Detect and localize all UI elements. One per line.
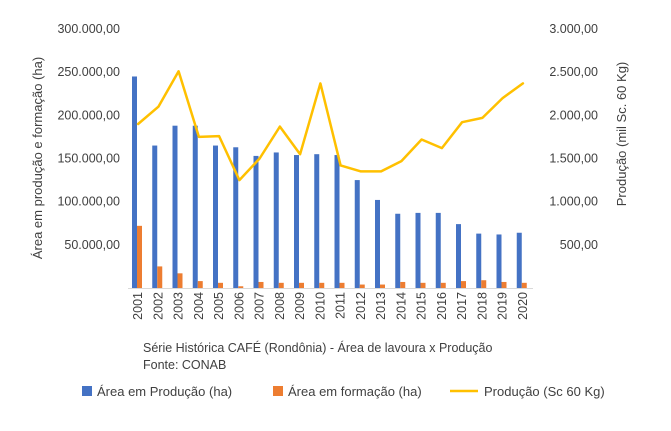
- x-tick-label-2004: 2004: [192, 292, 206, 320]
- bar-area-formacao-2001: [137, 225, 142, 288]
- legend-label-area-formacao: Área em formação (ha): [288, 384, 422, 399]
- chart-caption-source: Fonte: CONAB: [143, 358, 226, 372]
- left-axis-title: Área em produção e formação (ha): [30, 57, 45, 259]
- x-axis-ticks: 2001 2002 2003 2004 2005 2006 2007 2008 2009 2010…: [131, 292, 530, 320]
- left-tick-label: 200.000,00: [57, 108, 120, 122]
- left-tick-label: 250.000,00: [57, 65, 120, 79]
- right-tick-label: 2.000,00: [549, 108, 598, 122]
- right-tick-label: 3.000,00: [549, 22, 598, 36]
- bar-area-producao-2019: [496, 234, 502, 288]
- x-tick-label-2017: 2017: [455, 292, 469, 320]
- x-tick-label-2008: 2008: [273, 292, 287, 320]
- x-tick-label-2019: 2019: [496, 292, 510, 320]
- right-axis-title: Produção (mil Sc. 60 Kg): [614, 62, 629, 207]
- x-tick-label-2006: 2006: [232, 292, 246, 320]
- bar-area-formacao-2013: [380, 284, 385, 288]
- legend-swatch-area-formacao: [273, 386, 283, 396]
- bar-area-formacao-2002: [157, 266, 163, 288]
- left-tick-label: 150.000,00: [57, 152, 120, 166]
- bar-area-producao-2017: [456, 224, 461, 288]
- bar-area-formacao-2009: [299, 282, 304, 288]
- legend: Área em Produção (ha) Área em formação (…: [82, 384, 605, 399]
- bar-area-producao-2004: [192, 125, 198, 289]
- bar-area-formacao-2006: [238, 286, 244, 288]
- bar-area-producao-2006: [233, 147, 239, 288]
- x-tick-label-2016: 2016: [435, 292, 449, 320]
- x-tick-label-2018: 2018: [475, 292, 489, 320]
- bar-area-formacao-2018: [481, 280, 487, 288]
- bar-area-producao-2005: [213, 145, 218, 288]
- x-tick-label-2011: 2011: [334, 292, 348, 319]
- x-tick-label-2001: 2001: [131, 292, 145, 320]
- right-tick-label: 1.000,00: [549, 195, 598, 209]
- legend-label-producao: Produção (Sc 60 Kg): [484, 384, 605, 399]
- bar-area-formacao-2003: [177, 273, 183, 288]
- chart-caption-title: Série Histórica CAFÉ (Rondônia) - Área d…: [143, 340, 493, 355]
- bar-area-formacao-2005: [218, 282, 223, 288]
- plot-area: [128, 70, 533, 289]
- bar-area-formacao-2015: [420, 282, 426, 288]
- bar-area-formacao-2016: [440, 282, 446, 288]
- right-tick-label: 500,00: [560, 238, 598, 252]
- bar-area-formacao-2004: [197, 281, 203, 288]
- x-tick-label-2014: 2014: [394, 292, 408, 320]
- bar-area-producao-2016: [435, 212, 441, 288]
- legend-label-area-producao: Área em Produção (ha): [97, 384, 232, 399]
- right-tick-label: 1.500,00: [549, 152, 598, 166]
- left-tick-label: 50.000,00: [64, 238, 120, 252]
- bar-area-producao-2014: [395, 213, 401, 288]
- bar-area-formacao-2012: [359, 284, 365, 288]
- left-tick-label: 100.000,00: [57, 195, 120, 209]
- bar-area-formacao-2011: [339, 282, 345, 288]
- x-tick-label-2013: 2013: [374, 292, 388, 320]
- bar-area-producao-2013: [375, 199, 380, 288]
- x-tick-label-2012: 2012: [354, 292, 368, 320]
- x-tick-label-2020: 2020: [516, 292, 530, 320]
- x-tick-label-2009: 2009: [293, 292, 307, 320]
- legend-swatch-area-producao: [82, 386, 92, 396]
- bar-area-producao-2001: [132, 76, 137, 288]
- bar-area-formacao-2014: [400, 281, 406, 288]
- left-tick-label: 300.000,00: [57, 22, 120, 36]
- bar-area-producao-2020: [516, 232, 522, 288]
- bar-area-producao-2011: [334, 155, 340, 288]
- bar-area-producao-2018: [476, 233, 482, 288]
- bar-area-formacao-2019: [501, 281, 507, 288]
- bar-area-formacao-2010: [319, 282, 325, 288]
- x-tick-label-2005: 2005: [212, 292, 226, 320]
- bar-area-producao-2008: [273, 152, 279, 288]
- x-tick-label-2002: 2002: [151, 292, 165, 320]
- bar-area-producao-2010: [314, 154, 320, 288]
- right-axis-ticks: 500,00 1.000,00 1.500,00 2.000,00 2.500,00 3.…: [549, 22, 598, 252]
- bar-area-producao-2007: [253, 155, 259, 288]
- bar-area-formacao-2017: [461, 281, 466, 288]
- left-axis-ticks: 50.000,00 100.000,00 150.000,00 200.000,00 2…: [57, 22, 120, 252]
- bar-area-formacao-2008: [278, 282, 284, 288]
- bar-area-producao-2012: [354, 180, 360, 288]
- line-producao: [136, 70, 525, 182]
- x-tick-label-2007: 2007: [253, 292, 267, 320]
- bar-area-producao-2003: [172, 125, 178, 289]
- x-tick-label-2010: 2010: [313, 292, 327, 320]
- x-tick-label-2015: 2015: [415, 292, 429, 320]
- bar-area-producao-2015: [415, 212, 421, 288]
- right-tick-label: 2.500,00: [549, 65, 598, 79]
- x-tick-label-2003: 2003: [172, 292, 186, 320]
- bar-area-formacao-2007: [258, 281, 264, 288]
- bar-area-producao-2002: [152, 145, 158, 288]
- bar-area-formacao-2020: [521, 282, 527, 288]
- bar-area-producao-2009: [294, 155, 299, 288]
